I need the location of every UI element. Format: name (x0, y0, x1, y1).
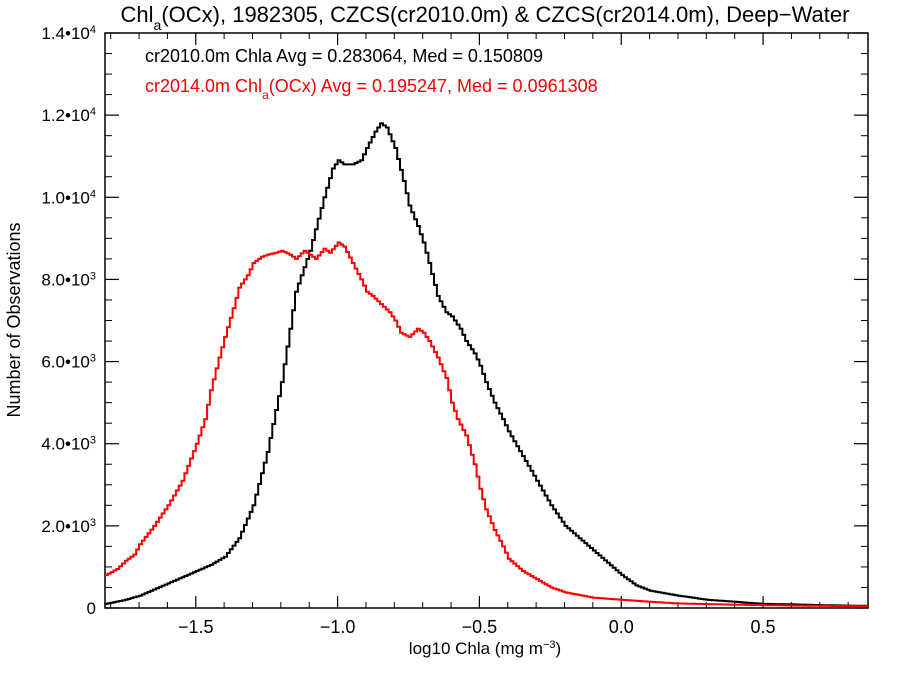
y-axis-label: Number of Observations (4, 222, 24, 417)
legend-entry-cr2014-subscript: a (262, 88, 269, 102)
x-axis-label-main: log10 Chla (mg m (409, 639, 543, 658)
series-line-cr2014-0m (105, 241, 868, 608)
chart-title-subscript: a (154, 17, 162, 33)
y-tick-label-mantissa: 0 (87, 599, 96, 618)
y-tick-label-mantissa: 1.2•10 (41, 106, 90, 125)
plot-area: −1.5 −1.0 −0.5 0.0 0.502.0•1034.0•1036.0•103… (41, 24, 869, 637)
x-tick-label: 0.5 (751, 617, 776, 637)
legend-entry-cr2014-rest: (OCx) Avg = 0.195247, Med = 0.0961308 (269, 76, 598, 96)
y-tick-label-exponent: 3 (90, 517, 96, 529)
y-tick-label: 1.2•104 (41, 106, 96, 125)
chart-title: Chla(OCx), 1982305, CZCS(cr2010.0m) & CZ… (121, 2, 850, 33)
y-tick-label-exponent: 4 (90, 106, 96, 118)
y-tick-label: 8.0•103 (41, 270, 96, 289)
y-tick-label-mantissa: 1.4•10 (41, 24, 90, 43)
y-tick-label: 1.0•104 (41, 188, 96, 207)
chart-title-rest: (OCx), 1982305, CZCS(cr2010.0m) & CZCS(c… (161, 2, 849, 27)
x-axis-label: log10 Chla (mg m−3) (409, 639, 561, 658)
y-tick-label: 0 (87, 599, 96, 618)
y-tick-label-exponent: 3 (90, 435, 96, 447)
y-tick-label-exponent: 3 (90, 270, 96, 282)
y-tick-label-exponent: 4 (90, 24, 96, 36)
y-tick-label-mantissa: 8.0•10 (41, 270, 90, 289)
y-tick-label-mantissa: 2.0•10 (41, 517, 90, 536)
series-line-cr2010-0m (105, 122, 868, 607)
legend-entry-cr2010: cr2010.0m Chla Avg = 0.283064, Med = 0.1… (145, 46, 543, 66)
x-tick-label: −0.5 (462, 617, 498, 637)
y-tick-label-exponent: 3 (90, 353, 96, 365)
x-axis-label-end: ) (556, 639, 562, 658)
legend-entry-cr2014-main: cr2014.0m Chl (145, 76, 262, 96)
chart-title-main: Chl (121, 2, 154, 27)
x-axis-label-superscript: −3 (543, 639, 556, 651)
y-tick-label-mantissa: 4.0•10 (41, 435, 90, 454)
y-tick-label-mantissa: 6.0•10 (41, 353, 90, 372)
y-tick-label: 4.0•103 (41, 435, 96, 454)
x-tick-label: 0.0 (609, 617, 634, 637)
y-tick-label: 6.0•103 (41, 353, 96, 372)
y-tick-label: 2.0•103 (41, 517, 96, 536)
x-tick-label: −1.5 (178, 617, 214, 637)
y-tick-label-exponent: 4 (90, 188, 96, 200)
plot-frame (104, 32, 869, 609)
y-tick-label: 1.4•104 (41, 24, 96, 43)
legend-entry-cr2014: cr2014.0m Chla(OCx) Avg = 0.195247, Med … (145, 76, 598, 102)
x-tick-label: −1.0 (320, 617, 356, 637)
y-tick-label-mantissa: 1.0•10 (41, 188, 90, 207)
